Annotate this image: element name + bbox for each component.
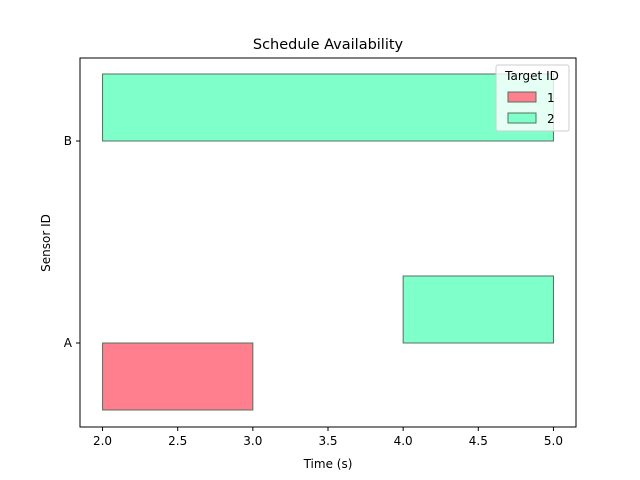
x-tick-label: 2.5: [168, 434, 187, 448]
legend-label-1: 1: [547, 91, 555, 105]
bar-b-target-2: [102, 73, 554, 142]
chart-title: Schedule Availability: [253, 37, 404, 53]
x-tick-label: 4.0: [394, 434, 413, 448]
x-tick-label: 5.0: [544, 434, 563, 448]
legend-swatch-1: [507, 91, 537, 103]
ticks-layer: 2.0 2.5 3.0 3.5 4.0 4.5 5.0 A B: [64, 134, 563, 448]
y-axis-label: Sensor ID: [39, 214, 53, 272]
legend: Target ID 1 2: [495, 64, 570, 132]
bar-a-target-1: [102, 342, 254, 411]
x-tick-label: 3.5: [318, 434, 337, 448]
legend-title: Target ID: [504, 69, 559, 83]
y-tick-label: A: [64, 336, 73, 350]
x-tick-label: 3.0: [243, 434, 262, 448]
x-tick-label: 2.0: [93, 434, 112, 448]
bar-a-target-2: [402, 275, 554, 344]
legend-swatch-2: [507, 112, 537, 124]
bars-layer: [102, 73, 554, 411]
x-tick-label: 4.5: [469, 434, 488, 448]
x-axis-label: Time (s): [303, 457, 353, 471]
legend-label-2: 2: [547, 112, 555, 126]
y-tick-label: B: [64, 134, 72, 148]
